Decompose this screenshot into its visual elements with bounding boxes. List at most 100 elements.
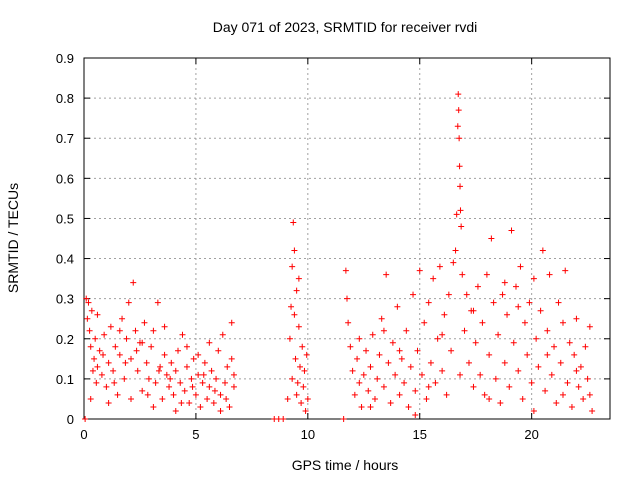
data-point	[401, 379, 408, 386]
data-point	[172, 367, 179, 374]
data-point	[488, 235, 495, 242]
data-points	[82, 91, 596, 422]
data-point	[288, 303, 295, 310]
data-point	[107, 323, 114, 330]
data-point	[456, 135, 463, 142]
data-point	[344, 295, 350, 302]
data-point	[178, 399, 185, 406]
data-point	[130, 279, 137, 286]
data-point	[161, 351, 168, 358]
data-point	[219, 331, 226, 338]
data-point	[472, 339, 479, 346]
data-point	[290, 219, 297, 226]
y-tick-label: 0.9	[56, 51, 74, 66]
data-point	[483, 271, 490, 278]
data-point	[389, 339, 396, 346]
data-point	[398, 355, 405, 362]
data-point	[356, 335, 363, 342]
data-point	[143, 359, 150, 366]
data-point	[152, 379, 159, 386]
data-point	[421, 319, 428, 326]
data-point	[553, 399, 560, 406]
data-point	[195, 371, 202, 378]
data-point	[139, 339, 146, 346]
data-point	[286, 335, 293, 342]
data-point	[342, 267, 349, 274]
data-point	[157, 363, 164, 370]
data-point	[289, 375, 296, 382]
data-point	[457, 183, 464, 190]
data-point	[183, 343, 190, 350]
data-point	[150, 403, 157, 410]
data-point	[93, 379, 100, 386]
data-point	[183, 363, 190, 370]
data-point	[100, 351, 107, 358]
data-point	[443, 391, 450, 398]
data-point	[199, 379, 206, 386]
data-point	[510, 339, 517, 346]
data-point	[407, 363, 414, 370]
data-point	[159, 395, 166, 402]
data-point	[215, 347, 222, 354]
data-point	[201, 359, 208, 366]
data-point	[132, 327, 139, 334]
y-tick-label: 0.3	[56, 292, 74, 307]
data-point	[425, 299, 432, 306]
data-point	[580, 395, 587, 402]
data-point	[128, 395, 135, 402]
data-point	[410, 291, 417, 298]
data-point	[380, 383, 387, 390]
data-point	[459, 271, 466, 278]
data-point	[530, 407, 537, 414]
data-point	[566, 339, 573, 346]
data-point	[376, 351, 383, 358]
data-point	[360, 371, 367, 378]
data-point	[535, 363, 542, 370]
data-point	[582, 343, 589, 350]
data-point	[439, 367, 446, 374]
data-point	[197, 403, 204, 410]
data-point	[144, 391, 151, 398]
data-point	[555, 299, 562, 306]
data-point	[123, 335, 130, 342]
data-point	[167, 375, 174, 382]
data-point	[436, 263, 443, 270]
data-point	[396, 391, 403, 398]
data-point	[223, 395, 230, 402]
data-point	[230, 371, 237, 378]
y-tick-label: 0	[67, 412, 74, 427]
data-point	[571, 351, 578, 358]
data-point	[521, 319, 528, 326]
data-point	[456, 163, 463, 170]
data-point	[340, 416, 347, 422]
data-point	[105, 359, 112, 366]
x-tick-label: 0	[80, 427, 87, 442]
data-point	[452, 247, 459, 254]
data-point	[181, 387, 188, 394]
data-point	[300, 383, 307, 390]
data-point	[530, 275, 537, 282]
data-point	[128, 355, 135, 362]
data-point	[222, 379, 229, 386]
y-tick-label: 0.8	[56, 91, 74, 106]
data-point	[280, 416, 287, 422]
data-point	[85, 299, 92, 306]
data-point	[371, 395, 378, 402]
data-point	[189, 383, 196, 390]
data-point	[385, 359, 392, 366]
data-point	[515, 367, 522, 374]
data-point	[172, 407, 179, 414]
data-point	[87, 395, 94, 402]
y-axis-label: SRMTID / TECUs	[5, 183, 21, 293]
data-point	[455, 107, 462, 114]
data-point	[495, 331, 502, 338]
data-point	[296, 363, 303, 370]
data-point	[427, 359, 434, 366]
data-point	[474, 283, 481, 290]
data-point	[349, 367, 356, 374]
data-point	[403, 327, 410, 334]
data-point	[301, 367, 308, 374]
data-point	[175, 347, 182, 354]
data-point	[94, 311, 101, 318]
data-point	[112, 343, 119, 350]
